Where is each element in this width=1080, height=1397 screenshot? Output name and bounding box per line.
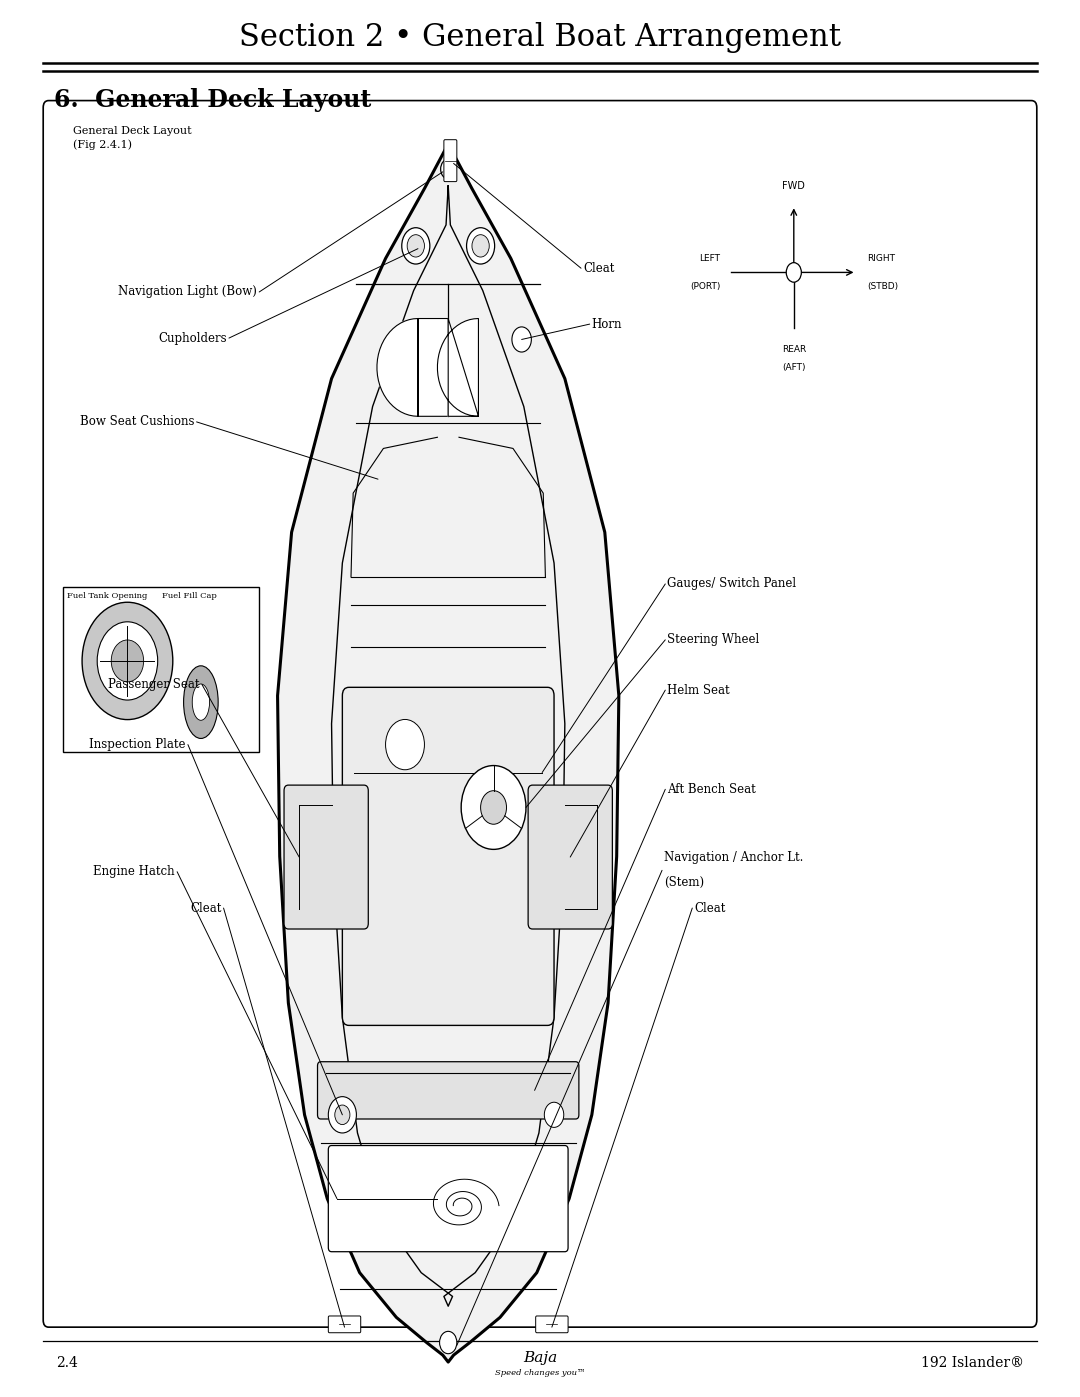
FancyBboxPatch shape [63,587,259,752]
Text: (STBD): (STBD) [867,282,899,291]
Text: Horn: Horn [592,317,622,331]
Polygon shape [377,319,448,416]
Text: Passenger Seat: Passenger Seat [108,678,200,692]
Text: Cleat: Cleat [694,901,726,915]
Circle shape [407,235,424,257]
FancyBboxPatch shape [536,1316,568,1333]
Circle shape [467,228,495,264]
FancyBboxPatch shape [342,687,554,1025]
Text: Cleat: Cleat [583,261,615,275]
Text: (PORT): (PORT) [690,282,720,291]
Text: Navigation / Anchor Lt.: Navigation / Anchor Lt. [664,851,804,865]
Circle shape [328,1097,356,1133]
FancyBboxPatch shape [528,785,612,929]
Text: Fuel Fill Cap: Fuel Fill Cap [162,592,217,601]
Text: Helm Seat: Helm Seat [667,683,730,697]
Ellipse shape [192,685,210,721]
Circle shape [544,1102,564,1127]
Polygon shape [278,144,619,1362]
Text: 6.  General Deck Layout: 6. General Deck Layout [54,88,372,112]
Text: Cleat: Cleat [190,901,221,915]
FancyBboxPatch shape [284,785,368,929]
Circle shape [335,1105,350,1125]
Circle shape [386,719,424,770]
FancyBboxPatch shape [318,1062,579,1119]
Circle shape [481,791,507,824]
Circle shape [97,622,158,700]
Polygon shape [437,319,478,416]
Circle shape [440,1331,457,1354]
Circle shape [82,602,173,719]
Text: General Deck Layout
(Fig 2.4.1): General Deck Layout (Fig 2.4.1) [73,126,192,149]
Text: Fuel Tank Opening: Fuel Tank Opening [67,592,147,601]
Text: Bow Seat Cushions: Bow Seat Cushions [80,415,194,429]
Circle shape [402,228,430,264]
Text: 2.4: 2.4 [56,1356,78,1370]
Text: Gauges/ Switch Panel: Gauges/ Switch Panel [667,577,797,591]
Text: RIGHT: RIGHT [867,254,895,263]
Text: LEFT: LEFT [700,254,720,263]
Text: REAR: REAR [782,345,806,353]
Text: Aft Bench Seat: Aft Bench Seat [667,782,756,796]
Circle shape [786,263,801,282]
Text: (Stem): (Stem) [664,876,704,890]
FancyBboxPatch shape [444,140,457,182]
Text: 192 Islander®: 192 Islander® [921,1356,1024,1370]
Circle shape [512,327,531,352]
Text: Steering Wheel: Steering Wheel [667,633,759,647]
Circle shape [441,159,456,179]
Text: Baja: Baja [523,1351,557,1365]
Text: Cupholders: Cupholders [158,331,227,345]
Circle shape [461,766,526,849]
Circle shape [111,640,144,682]
Text: Section 2 • General Boat Arrangement: Section 2 • General Boat Arrangement [239,22,841,53]
Text: Inspection Plate: Inspection Plate [90,738,186,752]
FancyBboxPatch shape [43,101,1037,1327]
Text: Speed changes you™: Speed changes you™ [495,1369,585,1377]
Ellipse shape [184,666,218,739]
Text: (AFT): (AFT) [782,363,806,372]
FancyBboxPatch shape [328,1316,361,1333]
Text: Navigation Light (Bow): Navigation Light (Bow) [118,285,257,299]
Text: Engine Hatch: Engine Hatch [93,865,175,879]
Text: FWD: FWD [782,182,806,191]
FancyBboxPatch shape [328,1146,568,1252]
Circle shape [472,235,489,257]
